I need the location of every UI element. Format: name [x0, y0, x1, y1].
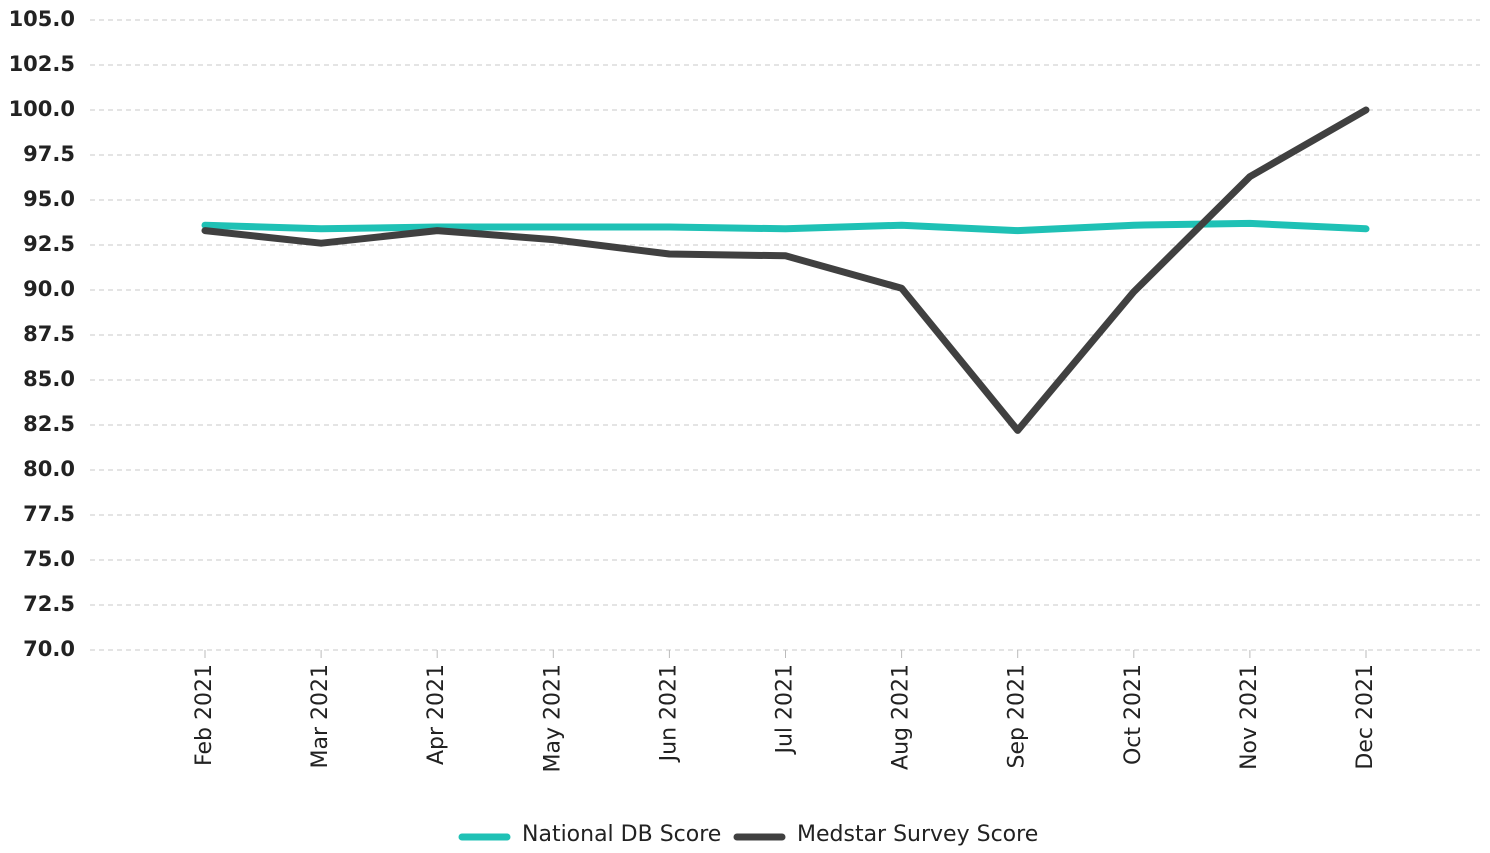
y-tick-label: 100.0	[9, 97, 75, 121]
legend-label: Medstar Survey Score	[797, 822, 1038, 847]
legend-label: National DB Score	[522, 822, 721, 847]
y-tick-label: 87.5	[23, 322, 75, 346]
y-tick-label: 92.5	[23, 232, 75, 256]
x-tick-label: Dec 2021	[1353, 664, 1378, 770]
y-tick-label: 95.0	[23, 187, 75, 211]
y-tick-label: 82.5	[23, 412, 75, 436]
series-line	[201, 106, 1370, 434]
x-tick-label: Aug 2021	[889, 664, 914, 770]
x-tick-label: Mar 2021	[308, 664, 333, 769]
x-tick-label: Nov 2021	[1237, 664, 1262, 770]
y-tick-label: 80.0	[23, 457, 75, 481]
y-tick-label: 97.5	[23, 142, 75, 166]
y-tick-label: 75.0	[23, 547, 75, 571]
x-tick-label: Oct 2021	[1121, 664, 1146, 765]
y-tick-label: 102.5	[9, 52, 75, 76]
y-tick-label: 70.0	[23, 637, 75, 661]
x-tick-label: Apr 2021	[424, 664, 449, 765]
x-tick-label: Sep 2021	[1005, 664, 1030, 768]
y-tick-label: 105.0	[9, 7, 75, 31]
y-tick-label: 90.0	[23, 277, 75, 301]
x-tick-label: Jun 2021	[656, 664, 681, 763]
x-tick-label: May 2021	[540, 664, 565, 772]
y-tick-label: 72.5	[23, 592, 75, 616]
series-line	[201, 219, 1370, 235]
x-tick-label: Jul 2021	[773, 664, 798, 756]
y-tick-label: 77.5	[23, 502, 75, 526]
y-tick-label: 85.0	[23, 367, 75, 391]
x-tick-label: Feb 2021	[192, 664, 217, 766]
